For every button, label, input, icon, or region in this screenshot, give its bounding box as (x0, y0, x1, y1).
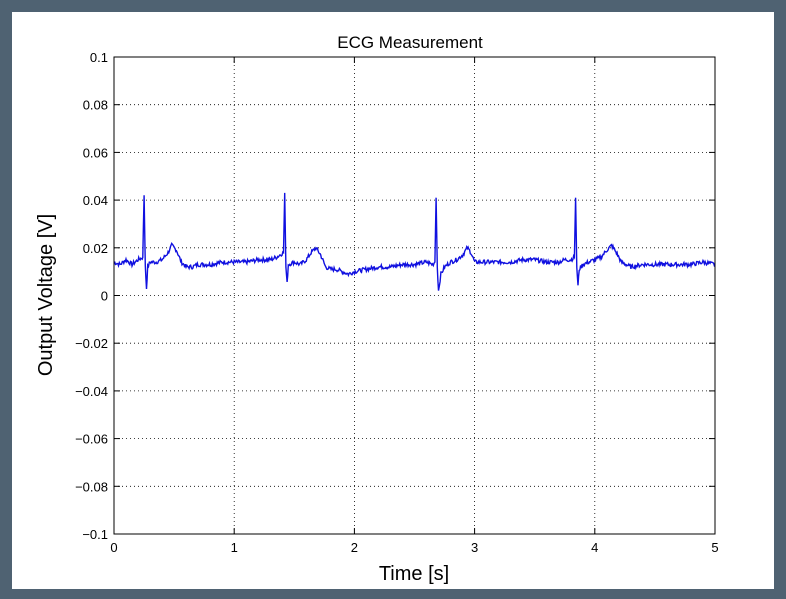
ecg-series-line (114, 192, 715, 291)
chart-title: ECG Measurement (337, 33, 483, 52)
y-tick-label: −0.06 (75, 432, 108, 447)
y-tick-label: 0.1 (90, 50, 108, 65)
plot-area-border (113, 56, 716, 535)
y-tick-label: 0.08 (83, 98, 108, 113)
y-tick-label: 0.02 (83, 241, 108, 256)
y-axis-label: Output Voltage [V] (35, 214, 57, 376)
x-tick-label: 1 (231, 540, 238, 555)
y-tick-label: 0.06 (83, 145, 108, 160)
x-tick-label: 2 (351, 540, 358, 555)
grid-lines (114, 57, 715, 534)
x-tick-label: 3 (471, 540, 478, 555)
x-tick-labels: 0 1 2 3 4 5 (110, 540, 718, 555)
y-tick-label: −0.1 (82, 527, 108, 542)
y-tick-label: −0.04 (75, 384, 108, 399)
y-tick-label: −0.02 (75, 336, 108, 351)
y-tick-label: 0.04 (83, 193, 108, 208)
y-tick-labels: 0.1 0.08 0.06 0.04 0.02 0 −0.02 −0.04 −0.06 −0.08… (75, 50, 108, 542)
x-tick-label: 4 (591, 540, 598, 555)
y-tick-label: 0 (101, 289, 108, 304)
x-tick-label: 0 (110, 540, 117, 555)
x-tick-label: 5 (711, 540, 718, 555)
y-tick-label: −0.08 (75, 479, 108, 494)
x-axis-label: Time [s] (379, 563, 449, 585)
